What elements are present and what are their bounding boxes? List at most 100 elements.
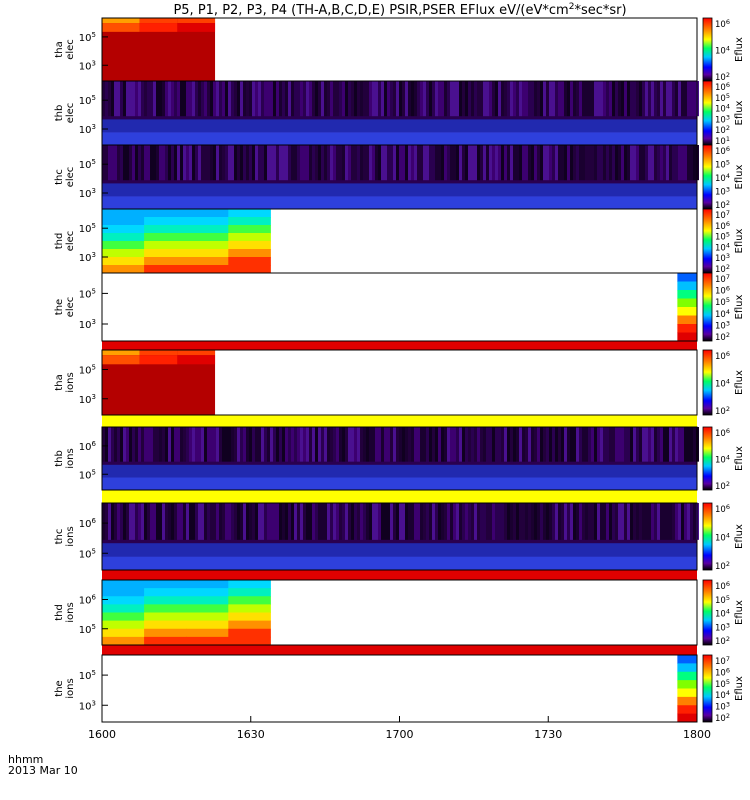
flux-strip [423, 427, 426, 462]
flux-strip [165, 427, 168, 462]
panel-label: thaelec [54, 39, 76, 60]
panel-frame [101, 349, 698, 416]
flux-strip [336, 81, 339, 117]
y-tick-label: 105 [79, 94, 96, 107]
flux-strip [132, 427, 135, 462]
flux-strip [405, 145, 408, 181]
flux-strip [510, 145, 513, 181]
flux-strip [606, 145, 609, 181]
flux-strip [438, 81, 441, 117]
flux-strip [465, 503, 468, 540]
flux-strip [186, 427, 189, 462]
flux-strip [135, 427, 138, 462]
flux-strip [435, 81, 438, 117]
separator-band [102, 415, 697, 427]
flux-strip [156, 145, 159, 181]
flux-cell [144, 580, 187, 589]
flux-strip [273, 427, 276, 462]
flux-strip [666, 81, 669, 117]
y-tick-label: 105 [79, 547, 96, 560]
flux-strip [402, 503, 405, 540]
flux-strip [573, 81, 576, 117]
flux-strip [243, 427, 246, 462]
flux-strip [510, 427, 513, 462]
colorbar-tick-label: 106 [715, 18, 730, 30]
flux-strip [648, 427, 651, 462]
flux-strip [111, 427, 114, 462]
flux-strip [561, 81, 564, 117]
flux-strip [369, 81, 372, 117]
flux-strip [396, 427, 399, 462]
flux-strip [390, 427, 393, 462]
flux-strip [438, 427, 441, 462]
flux-strip [615, 427, 618, 462]
flux-strip [237, 503, 240, 540]
flux-strip [327, 81, 330, 117]
flux-strip [441, 503, 444, 540]
flux-strip [393, 145, 396, 181]
flux-cell [144, 588, 187, 597]
flux-strip [435, 427, 438, 462]
flux-strip [426, 145, 429, 181]
flux-strip [288, 427, 291, 462]
flux-strip [474, 145, 477, 181]
flux-strip [273, 145, 276, 181]
flux-cell [177, 23, 216, 32]
flux-strip [543, 427, 546, 462]
flux-strip [606, 427, 609, 462]
panel-label: thaions [54, 372, 76, 392]
flux-strip [570, 427, 573, 462]
panel-frame [101, 272, 698, 342]
flux-strip [177, 503, 180, 540]
flux-strip [234, 81, 237, 117]
flux-strip [303, 503, 306, 540]
flux-strip [255, 81, 258, 117]
flux-strip [480, 81, 483, 117]
flux-strip [501, 427, 504, 462]
flux-strip [582, 145, 585, 181]
flux-cell [677, 307, 697, 316]
flux-strip [573, 145, 576, 181]
flux-strip [534, 503, 537, 540]
flux-strip [156, 503, 159, 540]
flux-strip [138, 503, 141, 540]
flux-strip [615, 145, 618, 181]
flux-strip [408, 81, 411, 117]
colorbar [702, 349, 713, 416]
flux-strip [210, 81, 213, 117]
colorbar [702, 144, 713, 210]
flux-strip [513, 81, 516, 117]
flux-strip [600, 145, 603, 181]
flux-strip [114, 81, 117, 117]
flux-strip [684, 427, 687, 462]
flux-strip [396, 503, 399, 540]
flux-strip [306, 81, 309, 117]
flux-strip [213, 145, 216, 181]
flux-strip [198, 81, 201, 117]
flux-strip [351, 503, 354, 540]
flux-strip [678, 81, 681, 117]
flux-strip [216, 81, 219, 117]
x-axis-label-date: 2013 Mar 10 [8, 764, 78, 777]
flux-cell [102, 257, 145, 266]
flux-strip [102, 81, 105, 117]
flux-strip [186, 145, 189, 181]
flux-strip [129, 81, 132, 117]
flux-strip [312, 427, 315, 462]
y-tick-label: 103 [79, 123, 96, 136]
flux-strip [126, 503, 129, 540]
flux-strip [480, 503, 483, 540]
flux-strip [324, 427, 327, 462]
flux-cell [186, 217, 229, 226]
flux-strip [462, 81, 465, 117]
flux-strip [552, 427, 555, 462]
flux-strip [543, 81, 546, 117]
flux-strip [288, 503, 291, 540]
flux-strip [411, 81, 414, 117]
flux-strip [615, 503, 618, 540]
flux-strip [279, 81, 282, 117]
panel-label: thdions [54, 602, 76, 622]
flux-strip [204, 427, 207, 462]
flux-strip [483, 145, 486, 181]
colorbar-tick-label: 106 [715, 350, 730, 362]
